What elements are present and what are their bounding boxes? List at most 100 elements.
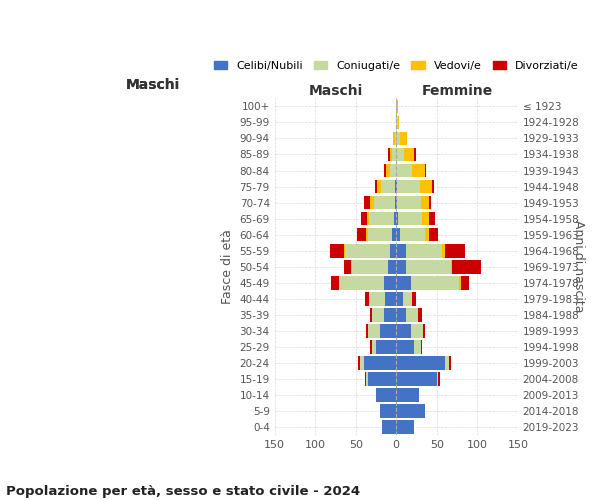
Bar	[449, 356, 451, 370]
Bar	[404, 148, 414, 162]
Y-axis label: Anni di nascita: Anni di nascita	[572, 220, 585, 313]
Bar	[406, 308, 418, 322]
Bar	[406, 244, 442, 258]
Bar	[395, 196, 396, 209]
Bar	[352, 260, 388, 274]
Bar	[344, 244, 345, 258]
Bar	[428, 228, 439, 241]
Bar	[412, 164, 425, 177]
Bar	[365, 292, 368, 306]
Bar	[418, 308, 422, 322]
Bar	[428, 212, 435, 226]
Bar	[370, 308, 372, 322]
Bar	[381, 180, 395, 194]
Bar	[380, 404, 396, 418]
Bar	[384, 164, 386, 177]
Bar	[451, 260, 452, 274]
Text: Popolazione per età, sesso e stato civile - 2024: Popolazione per età, sesso e stato civil…	[6, 484, 360, 498]
Bar	[388, 260, 396, 274]
Bar	[397, 180, 420, 194]
Bar	[376, 340, 396, 353]
Bar	[396, 404, 425, 418]
Bar	[460, 276, 461, 289]
Text: Femmine: Femmine	[421, 84, 493, 98]
Bar	[366, 372, 368, 386]
Bar	[396, 420, 414, 434]
Bar	[396, 372, 437, 386]
Bar	[442, 244, 445, 258]
Bar	[400, 132, 407, 145]
Bar	[384, 276, 396, 289]
Bar	[445, 244, 465, 258]
Bar	[366, 228, 368, 241]
Bar	[403, 292, 412, 306]
Bar	[345, 244, 390, 258]
Bar	[396, 180, 397, 194]
Bar	[396, 164, 412, 177]
Bar	[425, 228, 428, 241]
Bar	[396, 132, 400, 145]
Bar	[398, 116, 400, 129]
Bar	[370, 340, 372, 353]
Bar	[380, 324, 396, 338]
Bar	[344, 260, 351, 274]
Bar	[452, 260, 481, 274]
Bar	[388, 148, 390, 162]
Bar	[360, 356, 364, 370]
Bar	[394, 212, 396, 226]
Bar	[396, 228, 400, 241]
Bar	[396, 308, 406, 322]
Bar	[396, 356, 445, 370]
Bar	[361, 212, 367, 226]
Bar	[395, 180, 396, 194]
Bar	[422, 212, 428, 226]
Bar	[445, 356, 449, 370]
Bar	[330, 244, 344, 258]
Bar	[370, 196, 374, 209]
Bar	[340, 276, 384, 289]
Bar	[397, 196, 421, 209]
Bar	[437, 372, 439, 386]
Text: Maschi: Maschi	[308, 84, 362, 98]
Bar	[414, 148, 416, 162]
Bar	[377, 180, 381, 194]
Bar	[370, 212, 394, 226]
Bar	[396, 100, 398, 113]
Text: Maschi: Maschi	[126, 78, 180, 92]
Bar	[390, 148, 392, 162]
Bar	[398, 212, 422, 226]
Bar	[351, 260, 352, 274]
Bar	[396, 196, 397, 209]
Text: Maschi: Maschi	[126, 78, 180, 92]
Bar	[396, 116, 398, 129]
Bar	[439, 372, 440, 386]
Bar	[367, 212, 370, 226]
Bar	[392, 228, 396, 241]
Bar	[392, 148, 396, 162]
Bar	[421, 196, 430, 209]
Bar	[375, 180, 377, 194]
Bar	[366, 324, 368, 338]
Bar	[396, 324, 411, 338]
Bar	[395, 132, 396, 145]
Bar	[374, 196, 395, 209]
Bar	[421, 340, 422, 353]
Bar	[372, 308, 384, 322]
Bar	[393, 132, 395, 145]
Bar	[368, 228, 392, 241]
Bar	[423, 324, 425, 338]
Bar	[411, 276, 460, 289]
Bar	[365, 372, 366, 386]
Bar	[364, 356, 396, 370]
Bar	[382, 420, 396, 434]
Bar	[386, 164, 390, 177]
Bar	[390, 164, 396, 177]
Bar	[384, 308, 396, 322]
Bar	[396, 340, 414, 353]
Bar	[390, 244, 396, 258]
Bar	[396, 388, 419, 402]
Bar	[358, 356, 360, 370]
Bar	[420, 180, 432, 194]
Bar	[331, 276, 340, 289]
Bar	[368, 292, 385, 306]
